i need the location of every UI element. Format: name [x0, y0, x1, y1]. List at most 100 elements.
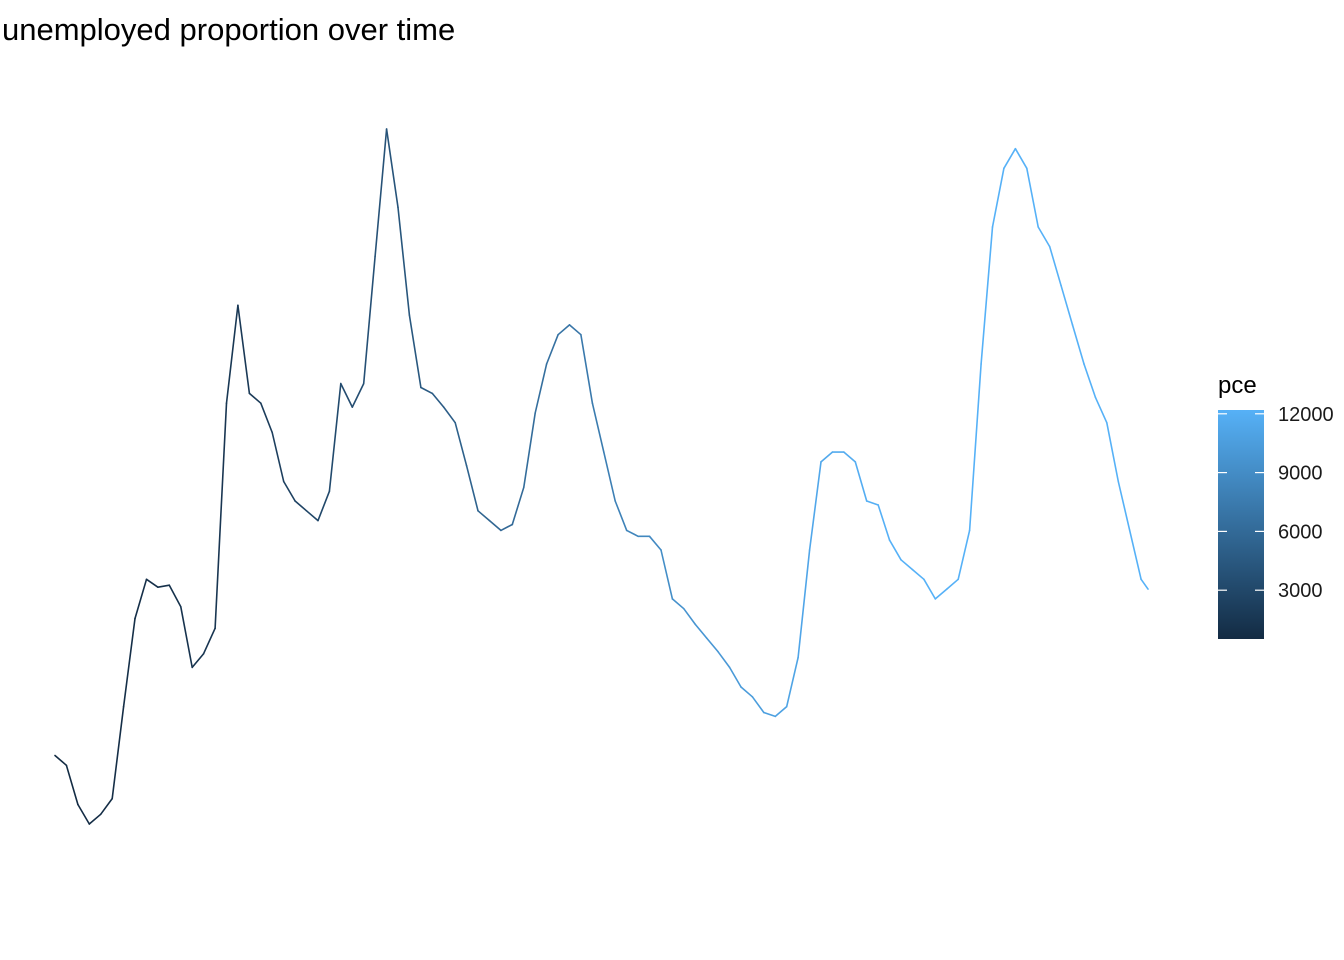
- series-line-segment: [545, 333, 559, 365]
- series-line-segment: [1071, 324, 1085, 365]
- series-line-segment: [843, 451, 857, 463]
- series-line-segment: [328, 382, 342, 493]
- series-line-segment: [957, 529, 971, 581]
- series-line-segment: [168, 584, 182, 608]
- series-line-segment: [1106, 421, 1120, 483]
- series-line-segment: [294, 500, 308, 512]
- series-line-segment: [751, 695, 765, 714]
- series-line-segment: [648, 535, 662, 551]
- series-line-segment: [705, 637, 719, 653]
- series-line-segment: [202, 627, 216, 655]
- series-line-segment: [522, 412, 537, 489]
- series-line-segment: [1048, 245, 1062, 287]
- series-line-segment: [271, 431, 285, 483]
- series-line-segment: [717, 650, 731, 669]
- series-line-segment: [317, 490, 331, 522]
- series-line-segment: [591, 402, 605, 453]
- series-line-segment: [1083, 363, 1097, 399]
- series-line-segment: [934, 588, 948, 600]
- series-line-segment: [191, 652, 205, 669]
- series-line-segment: [820, 451, 834, 463]
- series-line-segment: [431, 392, 445, 408]
- series-line-segment: [1014, 147, 1028, 170]
- series-line-segment: [248, 392, 262, 405]
- series-line-segment: [1060, 284, 1074, 326]
- series-line-segment: [1026, 167, 1039, 228]
- series-line-segment: [465, 464, 479, 512]
- series-line-segment: [420, 386, 434, 395]
- series-line-segment: [1140, 578, 1149, 590]
- series-line-segment: [900, 558, 914, 571]
- legend-tick-label: 9000: [1278, 463, 1323, 485]
- series-line-segment: [877, 504, 891, 542]
- series-line-segment: [99, 797, 113, 816]
- series-line-segment: [534, 363, 548, 414]
- series-line-segment: [282, 480, 296, 502]
- series-line-segment: [945, 578, 960, 590]
- series-line-segment: [351, 382, 365, 408]
- series-line-segment: [785, 656, 799, 708]
- series-line-segment: [488, 519, 502, 532]
- series-line-segment: [477, 509, 491, 522]
- series-line-segment: [54, 754, 68, 767]
- series-line-segment: [1003, 147, 1017, 170]
- series-line-segment: [1117, 480, 1131, 532]
- series-line-segment: [259, 402, 274, 434]
- series-line-segment: [500, 523, 514, 532]
- legend-tick-label: 6000: [1278, 521, 1323, 543]
- series-line-segment: [65, 764, 79, 806]
- color-legend: pce 3000 6000 9000 12000: [1218, 372, 1334, 639]
- series-line-segment: [157, 584, 171, 589]
- series-line-segment: [1128, 529, 1142, 581]
- series-line-segment: [865, 500, 880, 506]
- legend-ticks: 3000 6000 9000 12000: [1218, 404, 1334, 602]
- series-line-segment: [614, 500, 628, 532]
- series-line-segment: [694, 623, 708, 639]
- series-line-segment: [671, 598, 685, 610]
- legend-title: pce: [1218, 372, 1257, 399]
- series-line-segment: [237, 304, 251, 395]
- series-line-segment: [1094, 396, 1108, 424]
- series-line-segment: [305, 509, 319, 522]
- series-line-segment: [854, 461, 868, 502]
- series-line-segment: [660, 549, 674, 600]
- series-line-segment: [968, 363, 982, 532]
- series-line-segment: [214, 402, 228, 630]
- series-line-segment: [374, 128, 388, 258]
- series-line-segment: [682, 607, 697, 626]
- series-line-segment: [408, 314, 422, 389]
- series-line-segment: [454, 421, 468, 467]
- series-line-segment: [225, 304, 239, 405]
- series-line-segment: [625, 529, 639, 538]
- legend-colorbar: [1218, 410, 1264, 639]
- legend-tick-label: 12000: [1278, 404, 1334, 426]
- series-line-segment: [923, 578, 937, 600]
- series-line-segment: [774, 705, 788, 718]
- series-line-segment: [602, 451, 617, 502]
- series-line-segment: [77, 803, 91, 825]
- series-line-segment: [797, 549, 811, 659]
- series-line-segment: [580, 333, 594, 405]
- series-line-segment: [511, 486, 525, 526]
- plot-panel: [54, 128, 1149, 825]
- series-line-segment: [980, 226, 994, 365]
- chart-title: unemployed proportion over time: [2, 12, 455, 47]
- series-line-segment: [339, 382, 354, 408]
- series-line-segment: [88, 813, 102, 825]
- series-line-segment: [740, 686, 754, 698]
- series-line-segment: [911, 568, 925, 581]
- series-line-segment: [991, 167, 1005, 228]
- series-line-segment: [397, 206, 411, 316]
- series-line-segment: [134, 578, 148, 620]
- series-line-segment: [808, 461, 822, 551]
- series-line-segment: [762, 711, 777, 718]
- series-line-segment: [362, 255, 376, 385]
- series-line-segment: [728, 666, 742, 688]
- series-line-segment: [111, 705, 125, 800]
- series-line-segment: [145, 578, 159, 589]
- series-line-segment: [180, 605, 193, 669]
- series-line-segment: [442, 406, 457, 424]
- series-line-segment: [557, 324, 571, 336]
- series-line-segment: [1037, 226, 1051, 248]
